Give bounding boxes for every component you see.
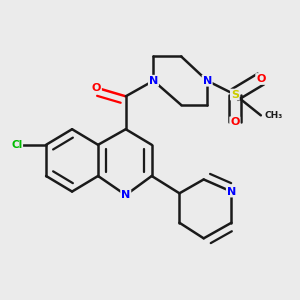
Text: O: O <box>230 117 240 127</box>
Text: N: N <box>149 76 158 86</box>
Text: N: N <box>202 76 212 86</box>
Text: O: O <box>92 82 101 93</box>
Text: N: N <box>121 190 130 200</box>
Text: O: O <box>256 74 266 84</box>
Text: S: S <box>231 90 239 100</box>
Text: Cl: Cl <box>11 140 22 150</box>
Text: N: N <box>227 187 236 196</box>
Text: CH₃: CH₃ <box>264 111 283 120</box>
